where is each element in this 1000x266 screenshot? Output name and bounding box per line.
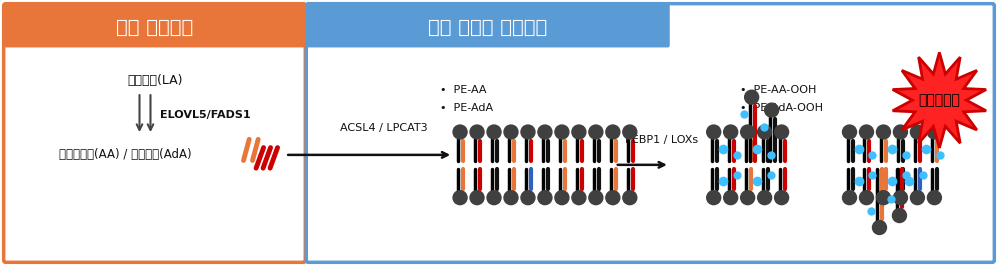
Circle shape — [927, 125, 941, 139]
Circle shape — [623, 191, 637, 205]
FancyBboxPatch shape — [4, 4, 305, 47]
Circle shape — [707, 191, 721, 205]
Circle shape — [843, 191, 857, 205]
Circle shape — [589, 125, 603, 139]
Circle shape — [623, 125, 637, 139]
Circle shape — [470, 191, 484, 205]
Circle shape — [745, 90, 759, 104]
FancyBboxPatch shape — [306, 4, 994, 262]
Circle shape — [538, 125, 552, 139]
Text: •  PE-AA-OOH: • PE-AA-OOH — [740, 85, 816, 95]
Circle shape — [504, 191, 518, 205]
Circle shape — [758, 191, 772, 205]
Circle shape — [892, 209, 906, 223]
Circle shape — [872, 221, 886, 234]
FancyBboxPatch shape — [306, 4, 670, 47]
Circle shape — [893, 125, 907, 139]
Text: PEBP1 / LOXs: PEBP1 / LOXs — [625, 135, 698, 145]
Circle shape — [555, 125, 569, 139]
Circle shape — [775, 125, 789, 139]
Polygon shape — [893, 52, 986, 148]
Circle shape — [521, 125, 535, 139]
Circle shape — [453, 125, 467, 139]
Circle shape — [606, 125, 620, 139]
Circle shape — [487, 191, 501, 205]
Circle shape — [775, 191, 789, 205]
Circle shape — [724, 191, 738, 205]
Circle shape — [741, 191, 755, 205]
Circle shape — [487, 125, 501, 139]
Circle shape — [860, 125, 873, 139]
Circle shape — [470, 125, 484, 139]
Circle shape — [707, 125, 721, 139]
Text: 기존 알려진 조절인자: 기존 알려진 조절인자 — [428, 18, 548, 37]
Text: •  PE-AdA-OOH: • PE-AdA-OOH — [740, 103, 823, 113]
Circle shape — [572, 125, 586, 139]
Circle shape — [927, 191, 941, 205]
Circle shape — [843, 125, 857, 139]
Text: 신규 조절인자: 신규 조절인자 — [116, 18, 193, 37]
Circle shape — [893, 191, 907, 205]
Circle shape — [910, 191, 924, 205]
Circle shape — [555, 191, 569, 205]
Circle shape — [572, 191, 586, 205]
Text: ELOVL5/FADS1: ELOVL5/FADS1 — [160, 110, 251, 120]
Text: 아라키돈산(AA) / 아드렌산(AdA): 아라키돈산(AA) / 아드렌산(AdA) — [59, 148, 192, 161]
Circle shape — [876, 125, 890, 139]
Circle shape — [860, 191, 873, 205]
Circle shape — [589, 191, 603, 205]
Circle shape — [521, 191, 535, 205]
Circle shape — [758, 125, 772, 139]
Circle shape — [453, 191, 467, 205]
Circle shape — [910, 125, 924, 139]
Circle shape — [606, 191, 620, 205]
Text: •  PE-AA: • PE-AA — [440, 85, 487, 95]
Circle shape — [876, 191, 890, 205]
Circle shape — [504, 125, 518, 139]
Circle shape — [538, 191, 552, 205]
Circle shape — [741, 125, 755, 139]
Text: •  PE-AdA: • PE-AdA — [440, 103, 493, 113]
Text: ACSL4 / LPCAT3: ACSL4 / LPCAT3 — [340, 123, 428, 133]
FancyBboxPatch shape — [4, 4, 305, 262]
Text: 페롭토시스: 페롭토시스 — [918, 93, 960, 107]
Text: 리놀렌산(LA): 리놀렌산(LA) — [128, 74, 183, 87]
Circle shape — [724, 125, 738, 139]
Circle shape — [765, 103, 779, 117]
